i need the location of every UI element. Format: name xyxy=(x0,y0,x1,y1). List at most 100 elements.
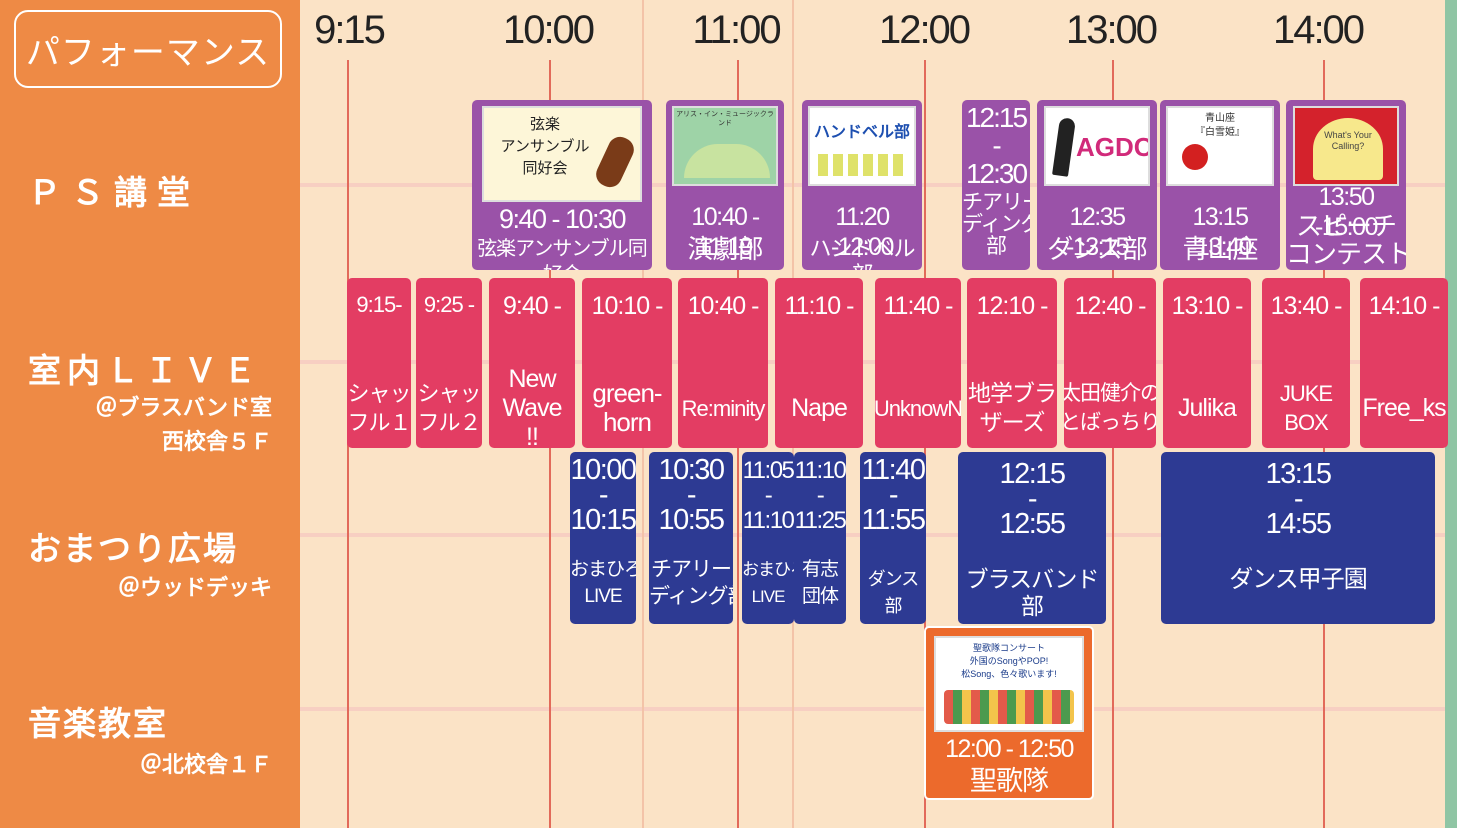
event-name: シャッ フル２ xyxy=(417,381,481,435)
indoor-live-event[interactable]: 9:40 - New Wave !! xyxy=(489,278,575,448)
choir-illustration xyxy=(944,690,1074,724)
venue-location: ＠ウッドデッキ xyxy=(117,576,272,601)
indoor-live-event[interactable]: 10:40 - Re:minity xyxy=(678,278,768,448)
event-time: 14:10 - xyxy=(1368,292,1441,320)
event-time: 9:25 - xyxy=(423,292,475,317)
event-name: ダンス部 xyxy=(867,569,920,616)
event-time: 11:10-11:25 xyxy=(794,457,846,534)
event-start: 11:40 xyxy=(861,454,926,486)
event-name: 聖歌隊 xyxy=(970,766,1049,796)
indoor-live-event[interactable]: 13:40 - JUKE BOX xyxy=(1262,278,1350,448)
plaza-event[interactable]: 13:15-14:55 ダンス甲子園 xyxy=(1161,452,1435,624)
event-end: 11:25 xyxy=(794,507,846,534)
venue-sidebar: パフォーマンス ＰＳ講堂 室内ＬＩＶＥ ＠ブラスバンド室 西校舎５Ｆ おまつり広… xyxy=(0,0,300,828)
indoor-live-event[interactable]: 11:40 - UnknowN xyxy=(875,278,961,448)
ps-hall-event[interactable]: ハンドベル部 11:20 -12:00 ハンドベル部 xyxy=(802,100,922,270)
event-name: JUKE BOX xyxy=(1279,381,1333,435)
event-time: 11:40-11:55 xyxy=(861,454,926,536)
event-start: 13:15 xyxy=(1265,458,1332,490)
event-time: 9:40 - 10:30 xyxy=(498,204,627,234)
event-time: 13:10 - xyxy=(1171,292,1244,320)
event-name: シャッ フル１ xyxy=(347,381,411,435)
ps-hall-event[interactable]: What's Your Calling? 13:50 -15:00 スピーチ コ… xyxy=(1286,100,1406,270)
curtain-stage xyxy=(1313,118,1383,180)
dancer-silhouette xyxy=(1052,117,1076,177)
indoor-live-event[interactable]: 11:10 - Nape xyxy=(775,278,863,448)
event-time: 10:10 - xyxy=(591,292,664,320)
event-end: 10:55 xyxy=(658,504,725,536)
event-start: 11:05 xyxy=(742,457,794,484)
indoor-live-event[interactable]: 13:10 - Julika xyxy=(1163,278,1251,448)
event-poster-image: 弦楽 アンサンブル 同好会 xyxy=(482,106,642,202)
right-edge-strip xyxy=(1445,0,1457,828)
event-time: 9:15- xyxy=(356,292,402,317)
event-name: green- horn xyxy=(592,378,662,437)
indoor-live-event[interactable]: 12:10 - 地学ブラ ザーズ xyxy=(967,278,1057,448)
indoor-live-event[interactable]: 14:10 - Free_ks xyxy=(1360,278,1448,448)
event-poster-image: 聖歌隊コンサート 外国のSongやPOP! 松Song、色々歌います! xyxy=(934,636,1084,732)
event-name: Re:minity xyxy=(681,395,766,421)
plaza-event[interactable]: 11:05-11:10 おまひろ LIVE xyxy=(742,452,794,624)
event-name: 青山座 xyxy=(1182,234,1258,264)
event-start: 12:15 xyxy=(999,458,1066,490)
event-end: 10:15 xyxy=(570,504,636,536)
plaza-event[interactable]: 11:40-11:55 ダンス部 xyxy=(860,452,926,624)
ps-hall-event[interactable]: AGDC 12:35 -13:15 ダンス部 xyxy=(1037,100,1157,270)
time-label: 10:00 xyxy=(502,8,595,52)
event-poster-image: What's Your Calling? xyxy=(1293,106,1399,186)
ps-hall-event[interactable]: 12:15 - 12:30 チアリー ディング 部 xyxy=(962,100,1030,270)
plaza-event[interactable]: 10:00-10:15 おまひろ LIVE xyxy=(570,452,636,624)
music-room-event[interactable]: 聖歌隊コンサート 外国のSongやPOP! 松Song、色々歌います! 12:0… xyxy=(924,626,1094,800)
ps-hall-event[interactable]: アリス・イン・ミュージックランド 10:40 - 11:10 演劇部 xyxy=(666,100,784,270)
event-end: 11:55 xyxy=(861,504,926,536)
venue-music-room: 音楽教室 ＠北校舎１Ｆ xyxy=(0,695,300,785)
time-label: 11:00 xyxy=(692,8,781,52)
venue-ps-hall: ＰＳ講堂 xyxy=(0,160,300,220)
poster-text: 弦楽 アンサンブル 同好会 xyxy=(500,116,590,177)
event-name: チアリー ディング部 xyxy=(649,558,733,608)
row-divider xyxy=(300,360,1445,364)
venue-name: ＰＳ講堂 xyxy=(28,173,200,212)
event-time: 13:50 -15:00 xyxy=(1315,183,1378,241)
time-label: 14:00 xyxy=(1272,8,1365,52)
event-name: ダンス部 xyxy=(1047,234,1147,264)
time-label: 13:00 xyxy=(1065,8,1158,52)
event-poster-image: 青山座 『白雪姫』 xyxy=(1166,106,1274,186)
poster-text: 青山座 『白雪姫』 xyxy=(1195,113,1245,138)
event-name: 有志 団体 xyxy=(801,559,839,607)
indoor-live-event[interactable]: 9:15- シャッ フル１ xyxy=(347,278,411,448)
event-name: スピーチ コンテスト xyxy=(1286,211,1406,269)
ps-hall-event[interactable]: 青山座 『白雪姫』 13:15 -13:40 青山座 xyxy=(1160,100,1280,270)
indoor-live-event[interactable]: 9:25 - シャッ フル２ xyxy=(416,278,482,448)
event-name: ダンス甲子園 xyxy=(1229,566,1368,593)
event-time: 9:40 - xyxy=(503,292,562,320)
bell-icons xyxy=(818,154,906,176)
venue-location: ＠ブラスバンド室 西校舎５Ｆ xyxy=(95,396,272,455)
event-time: 11:20 -12:00 xyxy=(831,203,894,261)
event-time: 10:40 - xyxy=(687,292,760,320)
event-time: 10:00-10:15 xyxy=(570,454,636,536)
indoor-live-event[interactable]: 10:10 - green- horn xyxy=(582,278,672,448)
event-time: 13:15 -13:40 xyxy=(1189,203,1252,261)
event-time: 10:40 - 11:10 xyxy=(691,203,760,261)
event-poster-image: AGDC xyxy=(1044,106,1150,186)
stage-illustration xyxy=(684,144,770,178)
venue-name: 音楽教室 xyxy=(28,704,168,743)
plaza-event[interactable]: 12:15-12:55 ブラスバンド部 xyxy=(958,452,1106,624)
indoor-live-event[interactable]: 12:40 - 太田健介の とばっちり xyxy=(1064,278,1156,448)
row-divider xyxy=(300,707,1445,711)
plaza-event[interactable]: 11:10-11:25 有志 団体 xyxy=(794,452,846,624)
poster-text: AGDC xyxy=(1076,132,1150,162)
event-start: 11:10 xyxy=(794,457,846,484)
plaza-event[interactable]: 10:30-10:55 チアリー ディング部 xyxy=(649,452,733,624)
event-end: 11:10 xyxy=(742,507,794,534)
event-name: Nape xyxy=(791,393,848,422)
event-time: 12:40 - xyxy=(1074,292,1147,320)
venue-indoor-live: 室内ＬＩＶＥ ＠ブラスバンド室 西校舎５Ｆ xyxy=(0,340,300,460)
event-name: 太田健介の とばっちり xyxy=(1064,382,1156,434)
time-label: 9:15 xyxy=(314,8,386,52)
event-name: New Wave !! xyxy=(502,364,563,449)
poster-text: アリス・イン・ミュージックランド xyxy=(676,111,774,127)
